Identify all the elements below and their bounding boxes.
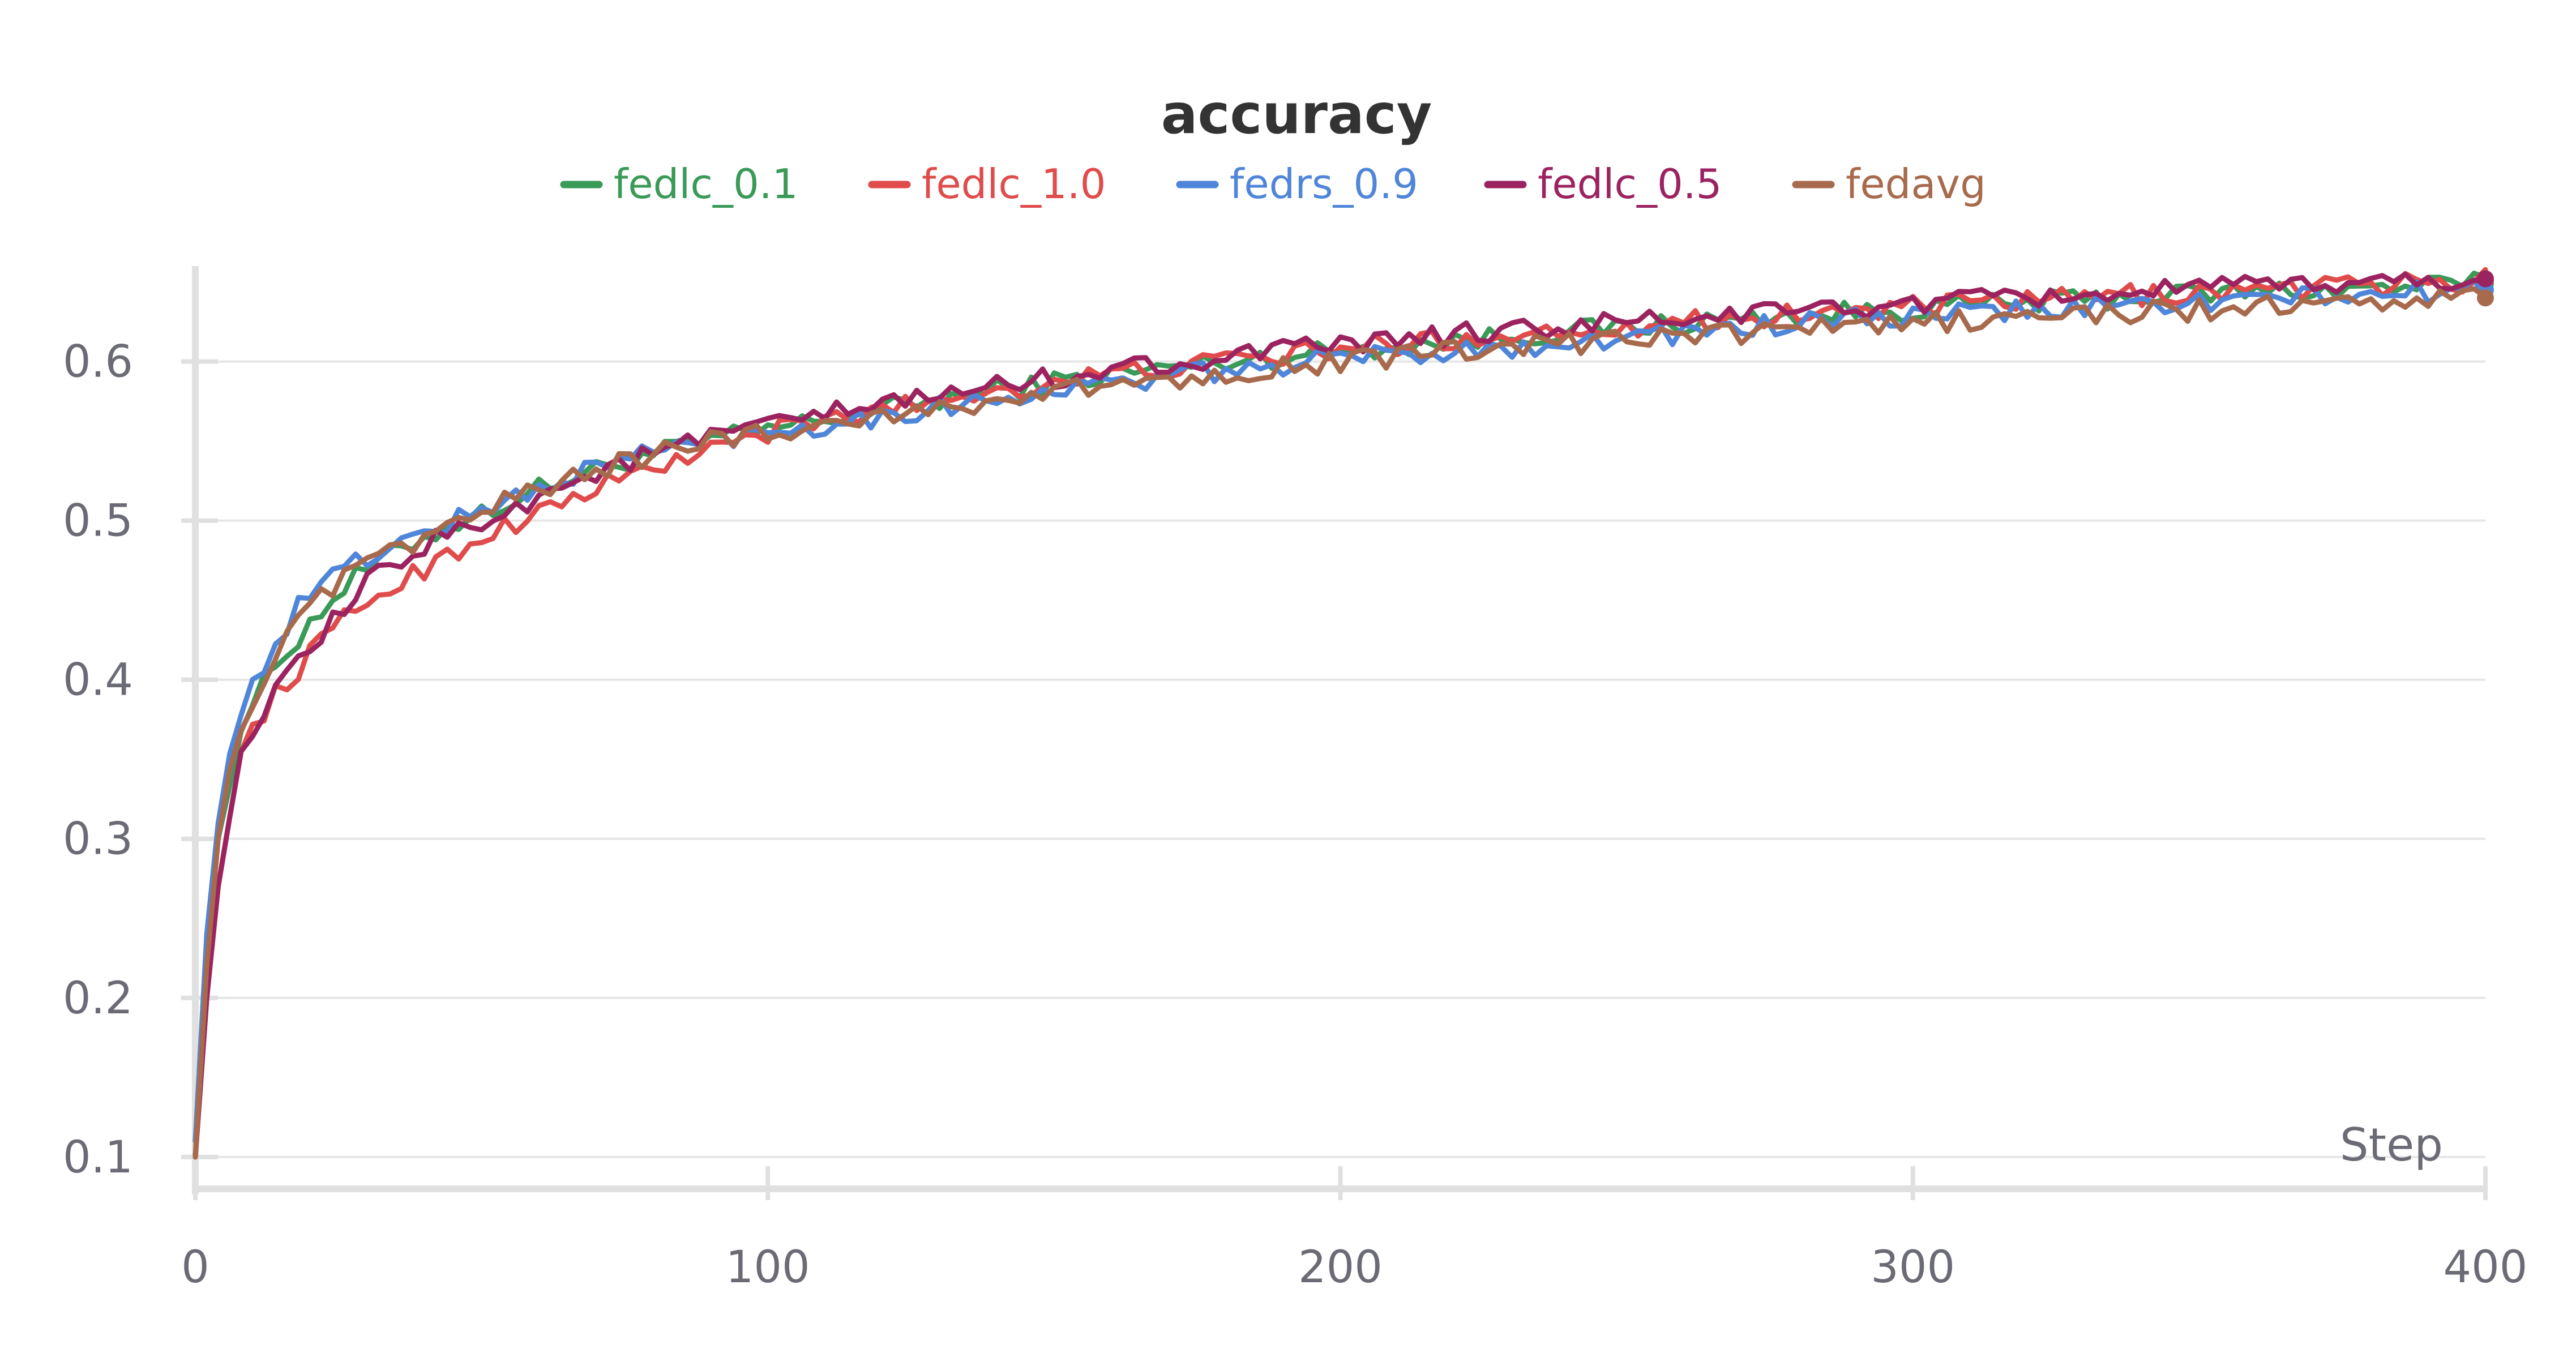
x-tick-label-1: 100 xyxy=(726,1242,810,1293)
legend-item-fedlc_0.1[interactable]: fedlc_0.1 xyxy=(560,160,798,208)
x-tick-label-3: 300 xyxy=(1871,1242,1955,1293)
series-endpoint-fedlc_0.5 xyxy=(2477,270,2494,288)
series-line-fedlc_0.1 xyxy=(192,271,2488,1160)
x-axis-label: Step xyxy=(2340,1119,2443,1171)
y-tick-label-1: 0.2 xyxy=(63,973,133,1024)
y-tick-label-5: 0.6 xyxy=(63,337,133,388)
series-endpoint-fedavg xyxy=(2477,289,2494,307)
series-line-fedavg xyxy=(192,286,2488,1160)
chart-title: accuracy xyxy=(1161,83,1432,146)
legend-item-fedlc_0.5[interactable]: fedlc_0.5 xyxy=(1484,160,1722,208)
legend-label-fedlc_0.1: fedlc_0.1 xyxy=(614,160,798,208)
y-tick-label-0: 0.1 xyxy=(63,1132,133,1183)
legend-label-fedlc_0.5: fedlc_0.5 xyxy=(1538,160,1722,208)
legend-item-fedrs_0.9[interactable]: fedrs_0.9 xyxy=(1176,160,1418,208)
x-tick-label-0: 0 xyxy=(181,1242,209,1293)
series-line-fedlc_0.5 xyxy=(192,271,2488,1160)
y-tick-label-3: 0.4 xyxy=(63,655,133,706)
legend-item-fedlc_1.0[interactable]: fedlc_1.0 xyxy=(868,160,1106,208)
legend-label-fedavg: fedavg xyxy=(1846,160,1986,208)
legend-label-fedrs_0.9: fedrs_0.9 xyxy=(1230,160,1418,208)
x-tick-label-2: 200 xyxy=(1298,1242,1383,1293)
series-line-fedlc_1.0 xyxy=(192,267,2488,1160)
grid-lines xyxy=(195,360,2485,1158)
axes: 0.1 0.2 0.3 0.4 0.5 0.6 0 100 200 300 400 xyxy=(63,266,2527,1293)
x-tick-label-4: 400 xyxy=(2444,1242,2528,1293)
y-tick-label-4: 0.5 xyxy=(63,496,133,547)
y-tick-label-2: 0.3 xyxy=(63,814,133,865)
series-line-fedrs_0.9 xyxy=(192,277,2488,1144)
legend-item-fedavg[interactable]: fedavg xyxy=(1792,160,1986,208)
series-layer xyxy=(192,267,2494,1160)
legend: fedlc_0.1 fedlc_1.0 fedrs_0.9 fedlc_0.5 feda… xyxy=(560,160,1986,208)
legend-label-fedlc_1.0: fedlc_1.0 xyxy=(922,160,1106,208)
